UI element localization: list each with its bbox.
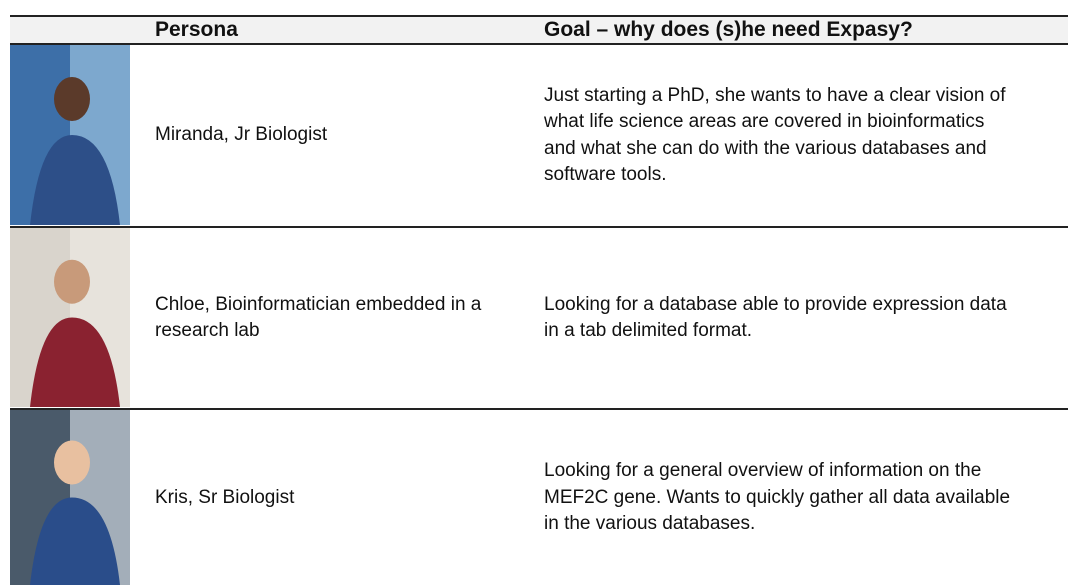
goal-text: and what she can do with the various dat…	[544, 137, 987, 159]
header-goal: Goal – why does (s)he need Expasy?	[544, 18, 913, 41]
persona-cell: Chloe, Bioinformatician embedded in a res…	[155, 228, 535, 408]
goal-text: Looking for a general overview of inform…	[544, 460, 982, 482]
persona-text: Kris, Sr Biologist	[155, 486, 295, 508]
goal-cell: Looking for a general overview of inform…	[544, 410, 1068, 586]
goal-text: in the various databases.	[544, 513, 756, 535]
photo-shape	[54, 77, 90, 121]
table-row: Kris, Sr Biologist Looking for a general …	[10, 410, 1068, 586]
goal-text: in a tab delimited format.	[544, 320, 753, 341]
persona-photo	[10, 410, 130, 585]
persona-text: Chloe, Bioinformatician embedded in a	[155, 293, 482, 315]
photo-shape	[30, 135, 120, 225]
goal-text: MEF2C gene. Wants to quickly gather all …	[544, 486, 1011, 508]
goal-text: software tools.	[544, 164, 667, 185]
photo-shape	[30, 317, 120, 407]
photo-shape	[30, 497, 120, 585]
header-row	[10, 15, 1068, 45]
goal-text: what life science areas are covered in b…	[544, 111, 985, 132]
goal-text: Looking for a database able to provide e…	[544, 293, 1007, 315]
persona-text: Miranda, Jr Biologist	[155, 124, 328, 146]
table-row: Chloe, Bioinformatician embedded in a res…	[10, 228, 1068, 410]
table-row: Miranda, Jr Biologist Just starting a PhD…	[10, 45, 1068, 228]
goal-cell: Looking for a database able to provide e…	[544, 228, 1068, 408]
persona-photo	[10, 45, 130, 225]
persona-photo	[10, 228, 130, 407]
header-persona: Persona	[155, 18, 238, 41]
photo-shape	[54, 440, 90, 485]
photo-shape	[54, 259, 90, 304]
goal-text: Just starting a PhD, she wants to have a…	[544, 84, 1006, 106]
persona-cell: Kris, Sr Biologist	[155, 410, 535, 586]
persona-text: research lab	[155, 320, 260, 341]
goal-cell: Just starting a PhD, she wants to have a…	[544, 45, 1068, 226]
persona-cell: Miranda, Jr Biologist	[155, 45, 535, 226]
